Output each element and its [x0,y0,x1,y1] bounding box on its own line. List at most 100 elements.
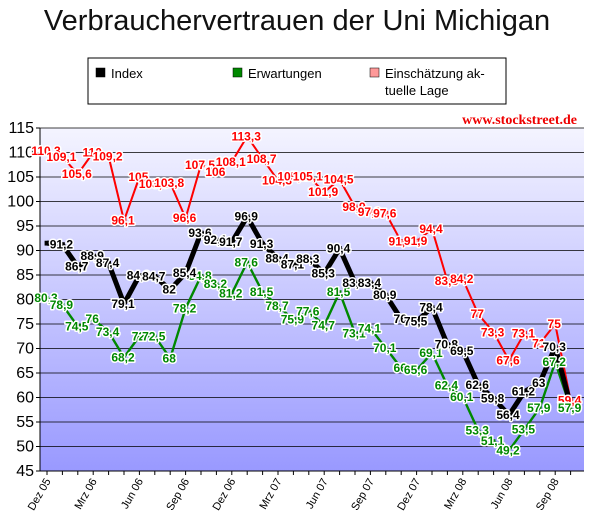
series-erwartungen-data-label: 75,9 [281,313,305,327]
series-erwartungen-point [491,439,496,444]
x-tick-label: Dez 07 [395,477,423,513]
series-erwartungen-point [445,383,450,388]
series-index-data-label: 63 [532,376,546,390]
series-index-data-label: 70,8 [435,338,459,352]
series-erwartungen-data-label: 76 [86,312,100,326]
series-lage-data-label: 98,9 [342,200,366,214]
series-index-point [491,396,497,401]
series-index-data-label: 96,9 [235,210,259,224]
series-erwartungen-data-label: 74,1 [358,321,382,335]
series-index-point [537,380,543,386]
series-erwartungen-data-label: 49,2 [496,443,520,457]
series-lage-data-label: 110 [83,146,103,160]
series-index-data-label: 70,3 [543,340,567,354]
series-index-data-label: 91,2 [50,238,74,252]
series-erwartungen-data-label: 57,9 [558,401,582,415]
series-index-point [121,301,127,307]
series-index-point [213,237,219,243]
series-lage-point [44,148,50,154]
series-lage-data-label: 103,6 [139,177,169,191]
series-lage-data-label: 101,9 [308,185,338,199]
series-index-point [260,241,266,247]
series-lage-point [136,174,142,180]
series-erwartungen-data-label: 87,6 [235,255,259,269]
series-erwartungen-data-label: 84,8 [188,269,212,283]
series-erwartungen-data-label: 51,1 [481,434,505,448]
series-lage-point [152,181,158,187]
legend-label-index: Index [111,66,143,81]
series-index-data-label: 80,9 [373,288,397,302]
series-lage-data-label: 71 [532,337,546,351]
series-lage-data-label: 91,9 [404,234,428,248]
series-index-point [167,287,173,293]
series-index-data-label: 62,6 [466,378,490,392]
series-index-point [44,240,50,246]
series-index-data-label: 91,3 [250,237,274,251]
x-tick-label: Jun 06 [119,477,146,512]
series-lage-point [475,311,481,317]
legend-box [87,57,507,105]
series-index-point [552,344,558,350]
series-erwartungen-data-label: 72,5 [142,329,166,343]
series-index-data-label: 91,7 [219,235,243,249]
series-index-point [75,264,81,270]
series-erwartungen-point [414,368,419,372]
series-lage-point [198,162,204,168]
series-index-data-label: 83,4 [358,276,382,290]
series-index-data-label: 87,4 [96,256,120,270]
series-erwartungen-point [522,427,527,432]
y-tick-label: 45 [16,463,34,480]
series-lage-data-label: 91,8 [389,235,413,249]
series-lage-data-label: 108,7 [247,152,277,166]
series-lage-point [383,210,389,216]
x-tick-label: Mrz 08 [442,477,469,512]
series-index-data-label: 78,4 [419,300,443,314]
series-lage-point [537,341,543,347]
series-lage-point [290,174,296,179]
series-erwartungen-data-label: 81,5 [250,285,274,299]
series-index-point [136,273,142,278]
y-tick-label: 75 [16,316,34,333]
series-erwartungen-point [337,290,342,295]
series-erwartungen-point [383,346,388,350]
series-index-data-label: 82 [163,283,177,297]
series-lage-point [106,154,111,159]
x-tick-label: Mrz 07 [257,477,284,512]
series-erwartungen-point [537,405,542,410]
series-lage-point [321,189,327,195]
watermark-url: www.stockstreet.de [462,113,577,128]
series-index-point [183,270,189,276]
series-index-point [568,402,573,408]
series-index-data-label: 90,4 [327,242,351,256]
series-lage-data-label: 97,6 [373,206,397,220]
series-index-data-label: 88,4 [265,251,289,265]
series-lage-point [260,156,266,162]
series-lage-data-label: 103,8 [154,176,184,190]
series-erwartungen-point [152,334,157,339]
x-tick-label: Sep 07 [349,477,377,513]
series-index-point [90,253,96,259]
series-erwartungen-data-label: 74,7 [312,318,336,332]
chart-title: Verbrauchervertrauen der Uni Michigan [44,5,550,37]
legend-swatch-lage [369,67,380,78]
x-tick-label: Dez 06 [211,477,239,513]
series-erwartungen-data-label: 70,1 [373,341,397,355]
series-erwartungen-data-label: 69,1 [419,346,443,360]
series-index-point [321,271,327,276]
x-tick-label: Sep 06 [164,477,192,513]
series-index-data-label: 86,7 [65,260,89,274]
series-index-point [275,255,281,261]
series-erwartungen-data-label: 81,2 [219,287,243,301]
series-erwartungen-data-label: 62,4 [435,379,459,393]
series-erwartungen-point [75,324,80,329]
series-index-data-label: 56,4 [496,408,520,422]
series-erwartungen-data-label: 72 [132,329,146,343]
series-lage-point [444,278,450,284]
series-lage-point [306,174,312,179]
series-index-point [460,348,466,354]
series-lage-point [244,133,250,139]
series-index-data-label: 79,1 [111,297,135,311]
y-tick-label: 85 [16,267,34,284]
series-erwartungen-data-label: 83,2 [204,277,228,291]
